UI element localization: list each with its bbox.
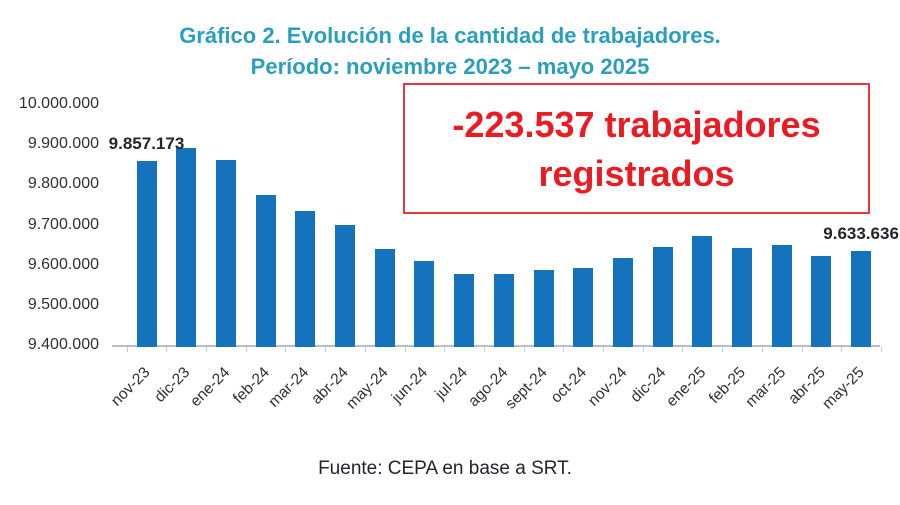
y-tick-label: 9.700.000 [27,215,99,233]
x-axis-tick [206,347,208,352]
data-label-may-25: 9.633.636 [823,224,899,244]
x-axis-tick [245,347,247,352]
bar-may-25 [851,251,872,347]
x-axis-tick [841,347,843,352]
bar-jun-24 [414,261,435,347]
x-axis-tick [603,347,605,352]
x-axis-tick [166,347,168,352]
source-note: Fuente: CEPA en base a SRT. [318,458,572,479]
chart-title-line1: Gráfico 2. Evolución de la cantidad de t… [179,23,721,48]
y-axis: 10.000.000 9.900.000 9.800.000 9.700.000 9.6… [0,0,107,360]
x-axis-tick [126,347,128,352]
x-axis-tick [523,347,525,352]
bar-ago-24 [493,274,514,347]
bar-abr-25 [811,255,832,347]
x-axis-tick [404,347,406,352]
x-tick-label: mar-24 [265,364,313,411]
x-tick-label: dic-24 [627,364,670,406]
x-axis-tick [642,347,644,352]
bar-abr-24 [335,224,355,347]
bar-jul-24 [454,273,475,347]
x-axis-tick [563,347,565,352]
x-axis-tick [325,347,327,352]
y-tick-label: 9.500.000 [27,295,99,313]
y-tick-label: 9.800.000 [27,175,99,193]
bar-dic-23 [176,147,197,347]
x-tick-label: feb-24 [229,364,273,408]
bar-may-24 [374,249,395,347]
x-axis-tick [801,347,803,352]
bar-ene-24 [215,159,236,347]
chart-title: Gráfico 2. Evolución de la cantidad de t… [0,20,900,82]
bar-feb-24 [255,194,276,347]
annotation-text-line1: -223.537 trabajadores [452,103,821,145]
bar-feb-25 [732,248,752,347]
bar-dic-24 [652,246,673,347]
x-tick-label: oct-24 [547,364,591,407]
bar-nov-24 [612,257,633,347]
x-tick-label: may-24 [343,364,392,413]
x-axis-tick [285,347,287,352]
x-axis-tick [682,347,684,352]
data-label-nov-23: 9.857.173 [108,134,185,154]
y-tick-label: 9.900.000 [27,135,99,153]
x-tick-label: dic-23 [151,364,194,406]
annotation-text-line2: registrados [538,152,735,194]
chart-title-line2: Período: noviembre 2023 – mayo 2025 [250,54,650,79]
x-tick-label: mar-25 [741,364,789,411]
annotation-box: -223.537 trabajadores registrados [403,83,870,214]
x-tick-label: jun-24 [388,364,432,407]
x-tick-label: ene-24 [186,364,233,411]
y-tick-label: 9.600.000 [27,255,99,273]
bar-mar-24 [295,210,316,347]
x-tick-label: nov-23 [107,364,154,410]
bar-sept-24 [533,270,554,347]
x-tick-label: feb-25 [705,364,750,408]
bar-oct-24 [573,268,594,347]
x-axis-tick [761,347,763,352]
bar-nov-23 [136,161,157,347]
x-axis-tick [364,347,366,352]
x-tick-label: ene-25 [663,364,710,411]
x-tick-label: nov-24 [584,364,630,410]
y-tick-label: 10.000.000 [18,95,99,112]
x-tick-label: sept-24 [501,364,551,413]
x-axis-tick [722,347,724,352]
x-axis-tick [444,347,446,352]
x-axis-tick [483,347,485,352]
x-axis-tick [880,347,882,352]
bar-mar-25 [771,244,792,347]
bar-ene-25 [692,235,713,347]
x-tick-label: may-25 [819,364,869,413]
y-tick-label: 9.400.000 [27,336,99,353]
